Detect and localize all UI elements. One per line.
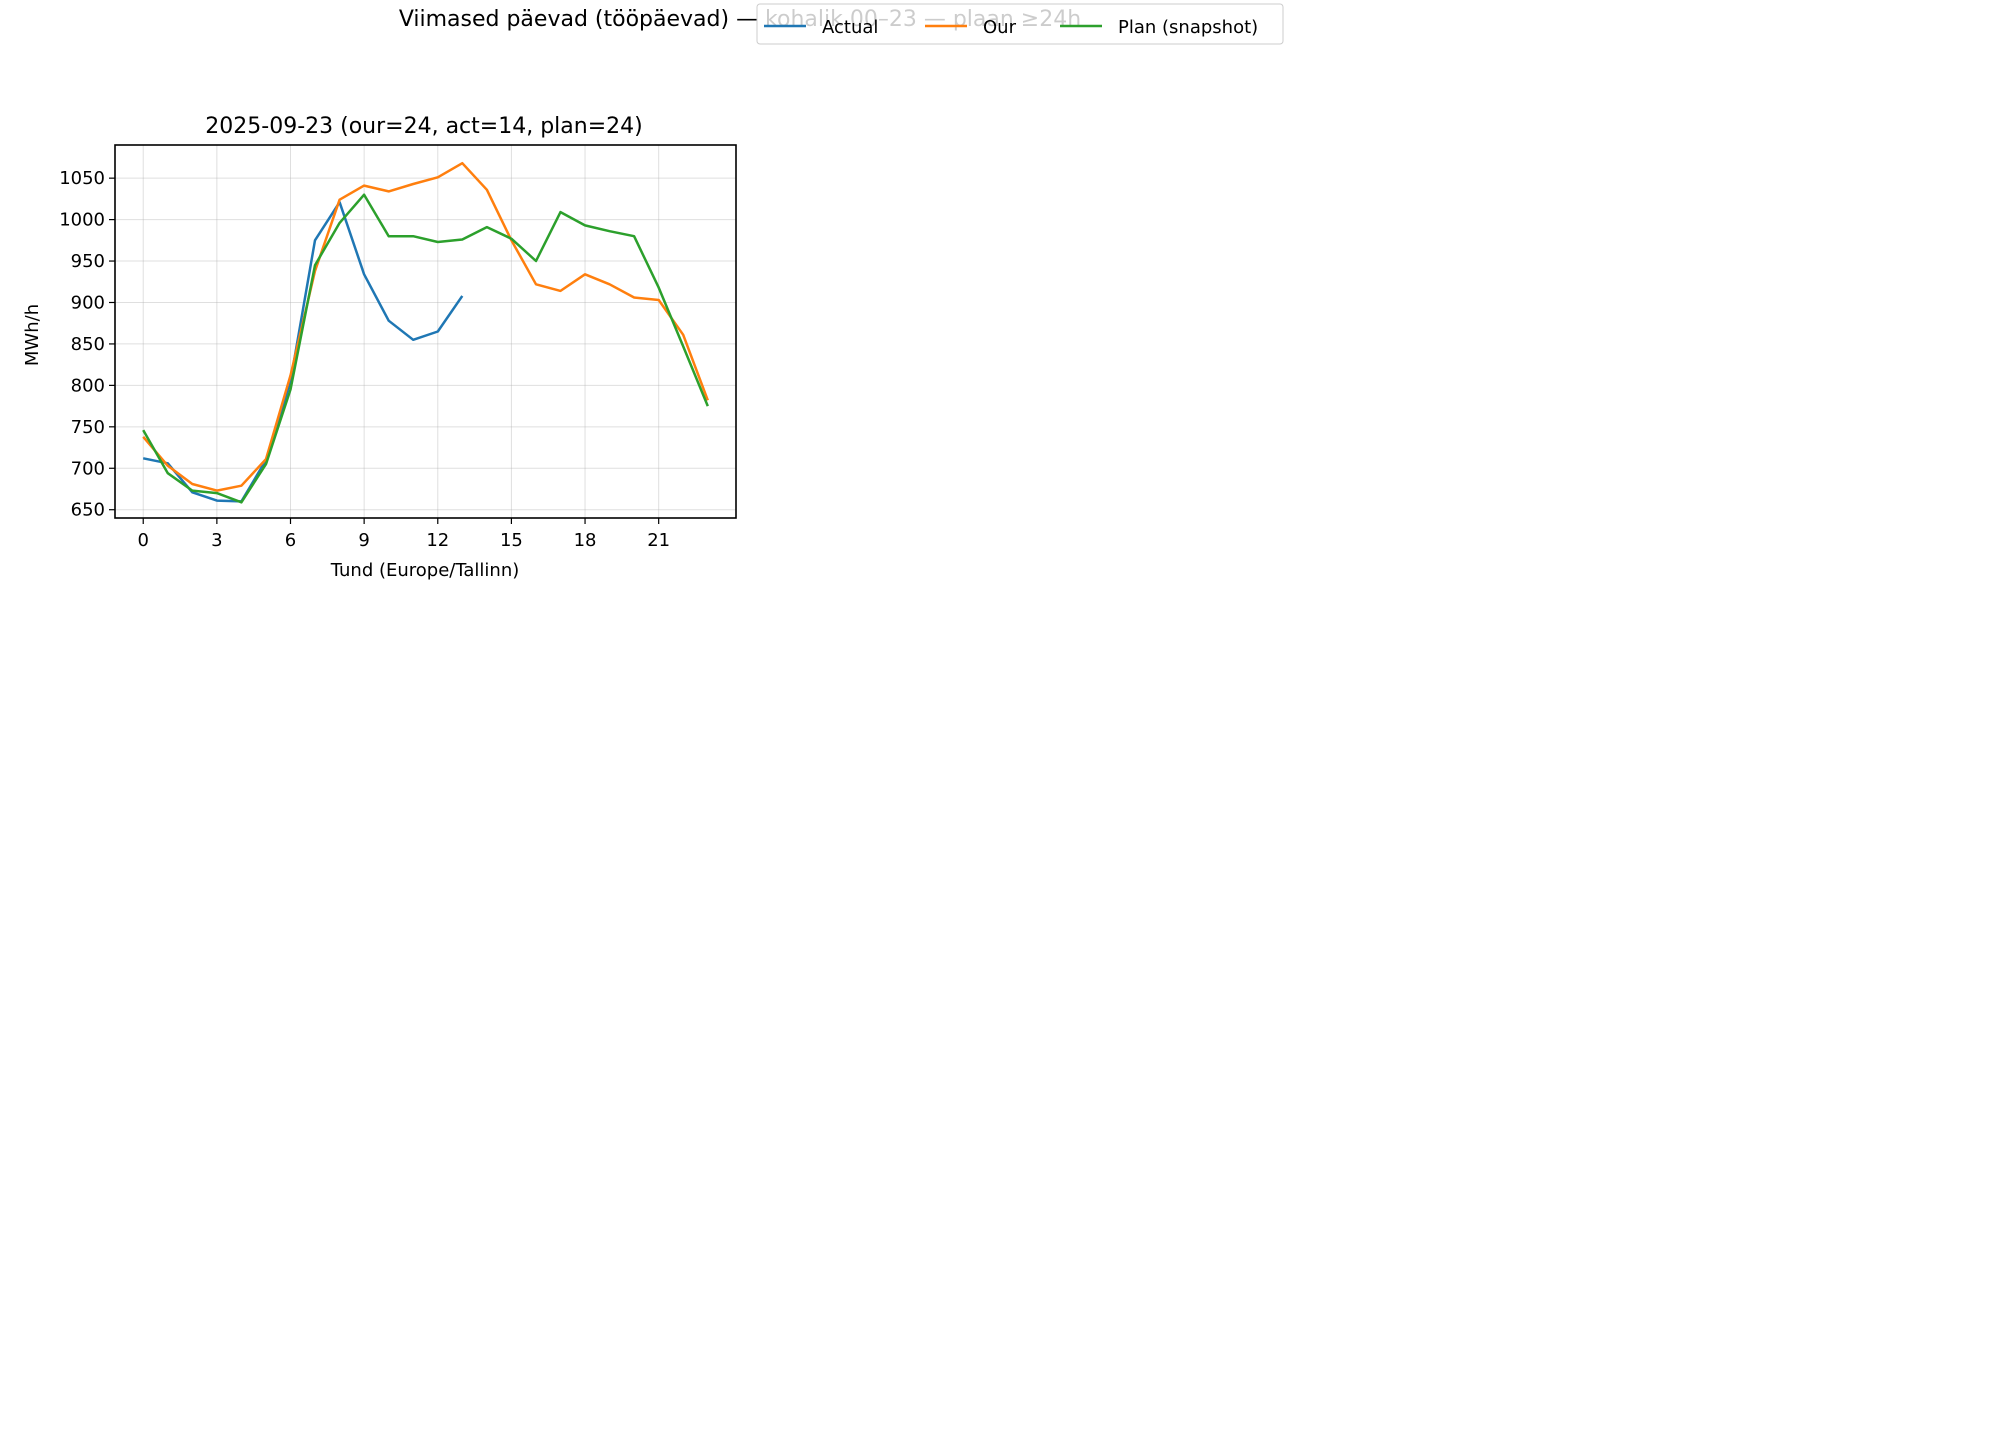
series-line-actual (142, 200, 464, 503)
y-tick-label: 750 (71, 417, 105, 438)
y-tick-label: 950 (71, 251, 105, 272)
x-tick-label: 3 (211, 530, 222, 551)
x-tick-label: 21 (647, 530, 670, 551)
legend: Actual Our Plan (snapshot) (756, 3, 1284, 45)
legend-frame (756, 3, 1284, 45)
x-tick-label: 0 (138, 530, 149, 551)
y-tick-label: 1000 (59, 210, 105, 231)
x-tick-label: 15 (500, 530, 523, 551)
y-tick-label: 650 (71, 500, 105, 521)
series-line-our (142, 161, 709, 492)
y-tick-label: 900 (71, 292, 105, 313)
axis-ticks: 0 3 6 9 12 15 18 21 650 700 750 800 850 900 950 1000 105… (59, 168, 670, 551)
legend-label-our: Our (983, 17, 1017, 38)
chart-title: 2025-09-23 (our=24, act=14, plan=24) (205, 114, 642, 139)
legend-label-actual: Actual (822, 17, 878, 38)
series-line-plan-snapshot (142, 193, 709, 504)
legend-label-plan: Plan (snapshot) (1118, 17, 1258, 38)
x-tick-label: 18 (574, 530, 597, 551)
y-axis-label: MWh/h (22, 304, 43, 366)
y-tick-label: 700 (71, 458, 105, 479)
y-tick-label: 1050 (59, 168, 105, 189)
plot-frame (114, 144, 737, 519)
x-tick-label: 12 (426, 530, 449, 551)
x-axis-label: Tund (Europe/Tallinn) (330, 560, 520, 581)
x-tick-label: 6 (285, 530, 296, 551)
gridlines (115, 145, 736, 518)
y-tick-label: 850 (71, 334, 105, 355)
x-tick-label: 9 (358, 530, 369, 551)
series-lines (142, 161, 709, 504)
y-tick-label: 800 (71, 375, 105, 396)
